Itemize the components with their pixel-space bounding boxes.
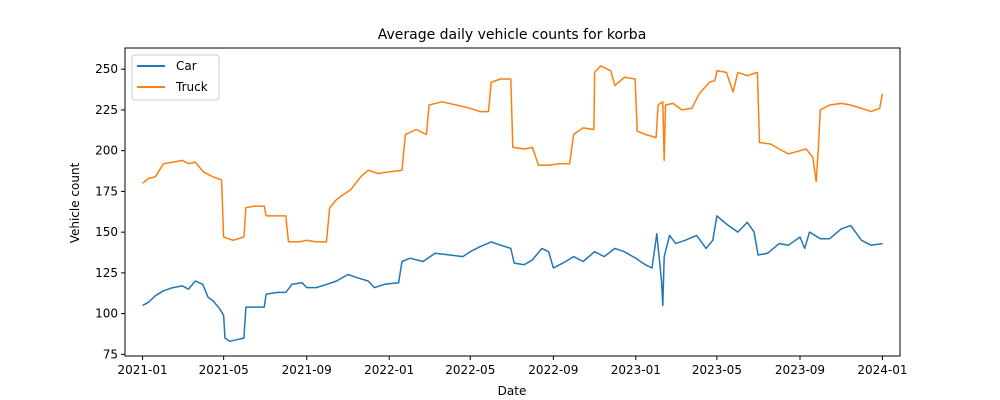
- series-layer: [142, 65, 884, 343]
- x-tick-label: 2021-01: [117, 363, 167, 377]
- x-tick-label: 2022-01: [364, 363, 414, 377]
- y-tick-label: 200: [95, 144, 118, 158]
- x-tick-label: 2023-01: [611, 363, 661, 377]
- x-tick-label: 2022-05: [445, 363, 495, 377]
- legend: Car Truck: [131, 54, 220, 101]
- y-axis: 75 100 125 150 175 200 225 250: [95, 62, 125, 361]
- y-tick-label: 150: [95, 225, 118, 239]
- y-tick-label: 250: [95, 62, 118, 76]
- legend-label-truck: Truck: [175, 80, 208, 94]
- y-tick-label: 225: [95, 103, 118, 117]
- plot-frame: [124, 47, 901, 357]
- legend-label-car: Car: [176, 59, 197, 73]
- x-axis: 2021-01 2021-05 2021-09 2022-01 2022-05 2022-…: [117, 356, 908, 377]
- y-tick-label: 125: [95, 266, 118, 280]
- x-tick-label: 2023-09: [775, 363, 825, 377]
- series-line-truck: [142, 65, 884, 243]
- x-axis-label: Date: [498, 384, 527, 398]
- y-axis-label: Vehicle count: [68, 162, 82, 243]
- y-tick-label: 175: [95, 184, 118, 198]
- x-tick-label: 2021-09: [282, 363, 332, 377]
- x-tick-label: 2023-05: [692, 363, 742, 377]
- x-tick-label: 2024-01: [857, 363, 907, 377]
- y-tick-label: 75: [103, 347, 118, 361]
- series-line-car: [142, 215, 883, 343]
- chart-title: Average daily vehicle counts for korba: [378, 27, 647, 43]
- x-tick-label: 2021-05: [199, 363, 249, 377]
- x-tick-label: 2022-09: [528, 363, 578, 377]
- y-tick-label: 100: [95, 307, 118, 321]
